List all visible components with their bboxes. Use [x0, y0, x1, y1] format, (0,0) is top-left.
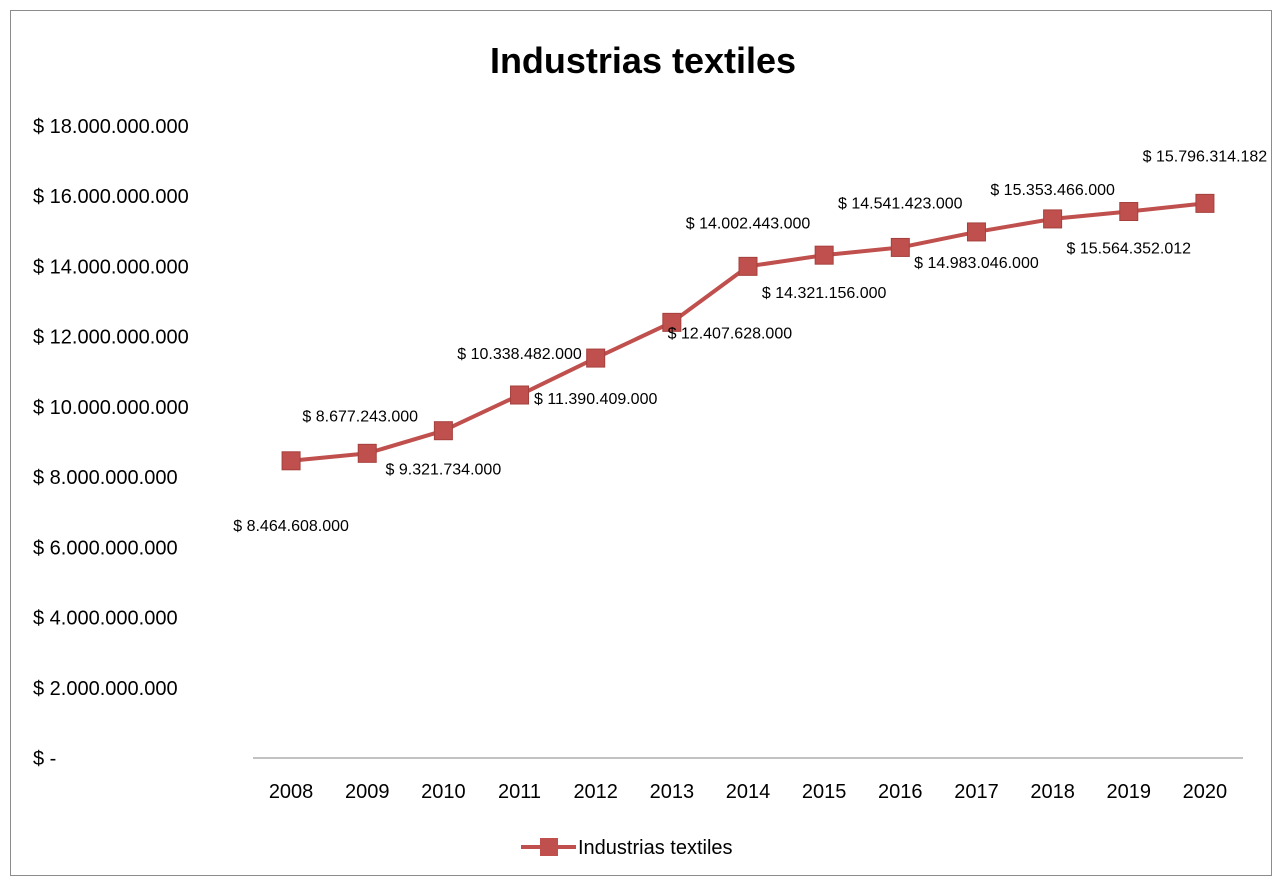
data-point-marker	[1119, 202, 1139, 222]
x-tick-label: 2014	[726, 781, 771, 803]
y-tick-label: $ 18.000.000.000	[33, 116, 189, 138]
x-tick-label: 2018	[1030, 781, 1075, 803]
data-point-marker	[433, 421, 453, 441]
data-label: $ 14.983.046.000	[914, 255, 1039, 272]
y-tick-label: $ 12.000.000.000	[33, 327, 189, 349]
legend: Industrias textiles	[521, 837, 733, 859]
data-label: $ 12.407.628.000	[668, 325, 793, 342]
x-tick-label: 2011	[498, 781, 541, 803]
data-label: $ 10.338.482.000	[457, 346, 582, 363]
data-label: $ 15.796.314.182	[1143, 148, 1268, 165]
chart-frame: Industrias textiles $ - $ 2.000.000.000 $ …	[10, 10, 1272, 876]
x-tick-label: 2020	[1183, 781, 1228, 803]
y-tick-label: $ 2.000.000.000	[33, 678, 178, 700]
data-label: $ 14.002.443.000	[686, 215, 811, 232]
data-label: $ 9.321.734.000	[386, 462, 502, 479]
legend-label: Industrias textiles	[578, 837, 733, 859]
data-label: $ 8.677.243.000	[302, 408, 418, 425]
x-tick-label: 2015	[802, 781, 847, 803]
y-tick-label: $ 10.000.000.000	[33, 397, 189, 419]
legend-marker-swatch	[540, 838, 558, 856]
data-point-marker	[1195, 193, 1215, 213]
data-label: $ 11.390.409.000	[534, 391, 657, 408]
data-point-marker	[814, 245, 834, 265]
y-tick-label: $ 8.000.000.000	[33, 467, 178, 489]
x-tick-label: 2019	[1107, 781, 1152, 803]
x-tick-label: 2009	[345, 781, 390, 803]
data-labels: $ 8.464.608.000 $ 8.677.243.000 $ 9.321.73…	[233, 148, 1267, 534]
data-point-marker	[357, 443, 377, 463]
data-point-marker	[738, 256, 758, 276]
data-point-marker	[510, 385, 530, 405]
data-point-marker	[662, 312, 682, 332]
y-tick-label: $ 14.000.000.000	[33, 256, 189, 278]
data-point-marker	[890, 237, 910, 257]
x-tick-label: 2016	[878, 781, 923, 803]
data-point-marker	[1043, 209, 1063, 229]
chart-title: Industrias textiles	[490, 40, 796, 81]
data-point-marker	[281, 451, 301, 471]
x-tick-label: 2010	[421, 781, 466, 803]
data-point-marker	[966, 222, 986, 242]
x-axis-ticks: 2008 2009 2010 2011 2012 2013 2014 2015 2016 2017…	[269, 781, 1227, 803]
data-label: $ 15.353.466.000	[990, 182, 1115, 199]
x-tick-label: 2017	[954, 781, 999, 803]
x-tick-label: 2008	[269, 781, 314, 803]
x-tick-label: 2013	[650, 781, 695, 803]
data-label: $ 8.464.608.000	[233, 518, 349, 535]
data-label: $ 14.541.423.000	[838, 195, 963, 212]
data-label: $ 14.321.156.000	[762, 285, 887, 302]
y-axis-ticks: $ - $ 2.000.000.000 $ 4.000.000.000 $ 6.000…	[33, 116, 189, 770]
chart-svg: Industrias textiles $ -$ 2.000.000.000$ …	[33, 40, 1267, 859]
series-markers	[281, 193, 1215, 471]
data-label: $ 15.564.352.012	[1066, 241, 1191, 258]
y-tick-label: $ -	[33, 748, 56, 770]
y-tick-label: $ 16.000.000.000	[33, 186, 189, 208]
data-point-marker	[586, 348, 606, 368]
x-tick-label: 2012	[573, 781, 618, 803]
y-tick-label: $ 4.000.000.000	[33, 608, 178, 630]
y-tick-label: $ 6.000.000.000	[33, 537, 178, 559]
